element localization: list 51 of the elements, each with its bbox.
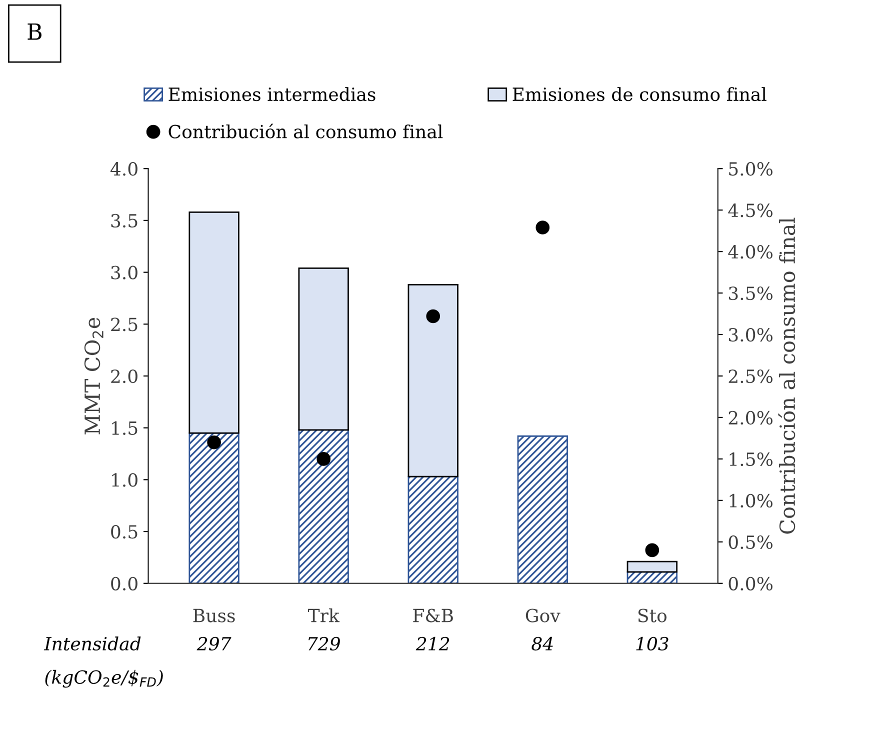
legend-label: Emisiones intermedias — [168, 87, 376, 102]
y2-tick-label: 1.5% — [730, 452, 772, 466]
y2-tick-label: 2.5% — [728, 369, 772, 384]
y2-tick-label: 3.0% — [728, 328, 772, 342]
bar — [517, 435, 568, 584]
bar — [626, 560, 678, 573]
y-tick-label: 0.0 — [111, 576, 138, 590]
y-tick-label: 2.5 — [111, 318, 138, 332]
text: 212 — [416, 636, 450, 650]
text: 297 — [196, 636, 232, 651]
text: (kgCO$_{2}$e/$$_{FD}$) — [45, 670, 163, 688]
y2-tick-label: 1.0% — [730, 494, 772, 508]
point — [207, 435, 221, 450]
point — [645, 543, 660, 558]
bar — [408, 476, 458, 584]
y-tick-label: 3.0 — [111, 266, 138, 280]
y2-tick-label: 4.5% — [728, 204, 772, 218]
x-tick-label: F&B — [413, 608, 453, 622]
y2-axis-title: Contribución al consumo final — [778, 218, 796, 534]
y-tick-label: 0.5 — [111, 524, 138, 539]
point — [316, 452, 330, 466]
legend-label: Contribución al consumo final — [168, 124, 443, 138]
text: 84 — [532, 636, 553, 651]
bar — [188, 211, 240, 434]
y-tick-label: 1.5 — [112, 421, 138, 435]
bar — [298, 429, 349, 584]
y2-tick-label: 0.5% — [728, 535, 772, 550]
x-tick-label: Buss — [193, 608, 235, 622]
x-tick-label: Trk — [308, 608, 340, 622]
text: 103 — [636, 636, 668, 651]
point — [536, 220, 550, 234]
x-tick-label: Gov — [526, 608, 560, 622]
y-tick-label: 3.5 — [111, 214, 138, 228]
y2-tick-label: 5.0% — [729, 162, 772, 176]
bar — [188, 432, 240, 584]
chart-title: B — [28, 24, 42, 40]
y-axis-title: MMT CO$_{2}$e — [84, 318, 104, 434]
text: 729 — [308, 636, 340, 651]
bar — [298, 267, 349, 431]
bar — [408, 284, 458, 478]
y-tick-label: 1.0 — [112, 473, 138, 487]
legend-label: Emisiones de consumo final — [512, 87, 766, 102]
y2-tick-label: 4.0% — [728, 245, 772, 259]
x-tick-label: Sto — [638, 608, 667, 622]
y2-tick-label: 3.5% — [728, 286, 772, 300]
y-tick-label: 4.0 — [110, 162, 138, 176]
y2-tick-label: 0.0% — [728, 576, 772, 590]
y2-tick-label: 2.0% — [728, 410, 772, 425]
text: Intensidad — [44, 636, 141, 651]
point — [426, 309, 440, 324]
y-tick-label: 2.0 — [111, 369, 138, 384]
